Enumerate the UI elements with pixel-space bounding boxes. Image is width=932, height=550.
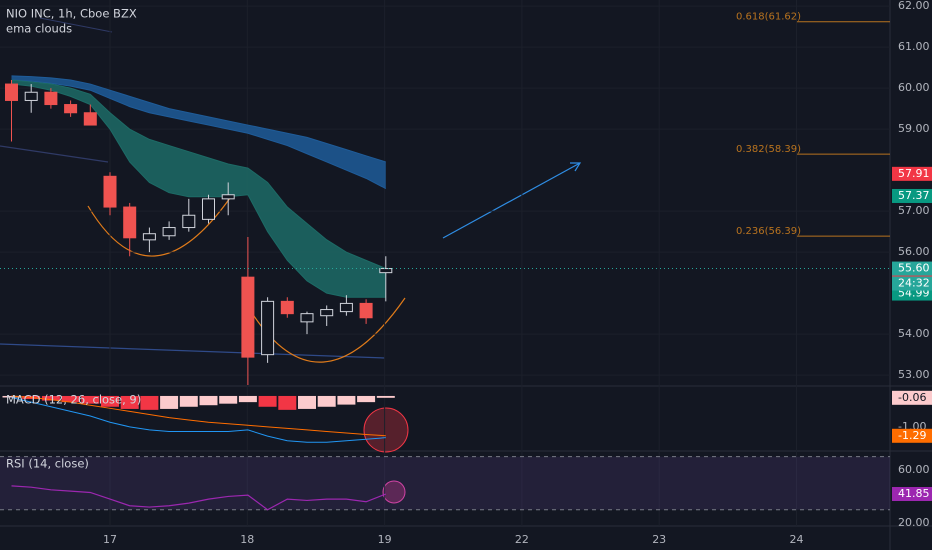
candle-body	[24, 91, 38, 101]
candle-body	[44, 91, 58, 106]
macd-tag	[892, 390, 932, 405]
macd-histogram-bar	[357, 395, 376, 403]
trend-line	[39, 17, 113, 33]
y-tick-label: 57.00	[898, 204, 930, 217]
candle-body	[83, 112, 97, 126]
x-tick-label: 24	[790, 533, 804, 546]
symbol-title: NIO INC, 1h, Cboe BZX	[6, 7, 137, 21]
macd-histogram-bar	[337, 395, 356, 405]
price-tag	[892, 188, 932, 203]
price-tag	[892, 261, 932, 276]
x-tick-label: 17	[103, 533, 117, 546]
cloud-edge	[11, 83, 386, 298]
macd-tag-label: -1.29	[898, 429, 926, 442]
candle-body	[320, 309, 334, 317]
candle-body	[5, 83, 18, 101]
macd-histogram-bar	[298, 395, 316, 409]
fib-label: 0.382(58.39)	[736, 144, 801, 155]
macd-histogram-bar	[199, 395, 218, 406]
ema-cloud	[11, 79, 386, 298]
candle-body	[280, 300, 294, 315]
y-tick-label: 56.00	[898, 245, 930, 258]
macd-histogram-bar	[101, 395, 119, 407]
signal-line	[11, 395, 386, 437]
candle-body	[300, 313, 314, 323]
macd-histogram-bar	[120, 395, 139, 409]
macd-line	[11, 397, 386, 443]
macd-histogram-bar	[278, 395, 297, 410]
candle-body	[182, 214, 196, 229]
candle-body	[103, 175, 117, 208]
macd-histogram-bar	[317, 395, 336, 407]
candle-body	[241, 276, 255, 358]
candle-body	[359, 302, 373, 319]
x-tick-label: 23	[652, 533, 666, 546]
candle-body	[64, 104, 78, 114]
highlight-circle	[363, 407, 409, 453]
y-tick-label: 60.00	[898, 81, 930, 94]
x-tick-label: 19	[378, 533, 392, 546]
rsi-tag-label: 41.85	[898, 487, 930, 500]
candle-body	[261, 300, 275, 356]
candle-body	[379, 268, 393, 274]
y-tick-label: 59.00	[898, 122, 930, 135]
rsi-tick-label: 60.00	[898, 463, 930, 476]
macd-tag-label: -0.06	[898, 391, 926, 404]
y-tick-label: 62.00	[898, 0, 930, 12]
indicator-title: ema clouds	[6, 22, 72, 36]
macd-histogram-bar	[258, 395, 277, 407]
rsi-line	[11, 485, 387, 511]
candle-body	[202, 198, 215, 220]
candle-body	[339, 302, 353, 313]
price-tag-label: 57.37	[898, 189, 930, 202]
price-tag-label: 57.91	[898, 167, 930, 180]
macd-histogram-bar	[2, 395, 21, 398]
fib-label: 0.236(56.39)	[736, 226, 801, 237]
macd-histogram-bar	[81, 395, 100, 404]
candle-body	[123, 206, 137, 239]
fib-label: 0.618(61.62)	[736, 12, 801, 23]
candle-body	[142, 233, 156, 241]
x-tick-label: 22	[515, 533, 529, 546]
x-tick-label: 18	[240, 533, 254, 546]
macd-histogram-bar	[41, 395, 60, 401]
arrow-head	[570, 162, 582, 172]
macd-histogram-bar	[238, 395, 257, 403]
rsi-tag	[892, 487, 932, 502]
rsi-tick-label: 20.00	[898, 516, 930, 529]
cup-drawing	[87, 197, 231, 257]
trend-line	[0, 145, 109, 163]
y-tick-label: 54.00	[898, 327, 930, 340]
macd-histogram-bar	[160, 395, 179, 409]
macd-histogram-bar	[219, 395, 238, 404]
price-tag	[892, 166, 932, 181]
macd-histogram-bar	[376, 395, 395, 398]
trend-line	[0, 343, 386, 359]
macd-tag	[892, 428, 932, 443]
cloud-edge	[11, 79, 387, 190]
arrow-drawing	[442, 162, 581, 239]
candle-body	[221, 194, 235, 200]
macd-title: MACD (12, 26, close, 9)	[6, 393, 141, 407]
price-tag-label: 55.60	[898, 262, 930, 275]
rsi-title: RSI (14, close)	[6, 457, 89, 471]
cloud-edge	[11, 75, 386, 163]
macd-histogram-bar	[140, 395, 159, 410]
candle-body	[162, 227, 176, 237]
y-tick-label: 53.00	[898, 368, 930, 381]
cloud-edge	[11, 79, 386, 270]
macd-histogram-bar	[61, 395, 80, 403]
y-tick-label: 61.00	[898, 40, 930, 53]
rsi-band	[0, 456, 890, 510]
countdown-label: 24:32	[898, 277, 930, 290]
countdown-bg	[892, 276, 932, 291]
highlight-circle	[382, 480, 406, 504]
macd-histogram-bar	[179, 395, 198, 407]
